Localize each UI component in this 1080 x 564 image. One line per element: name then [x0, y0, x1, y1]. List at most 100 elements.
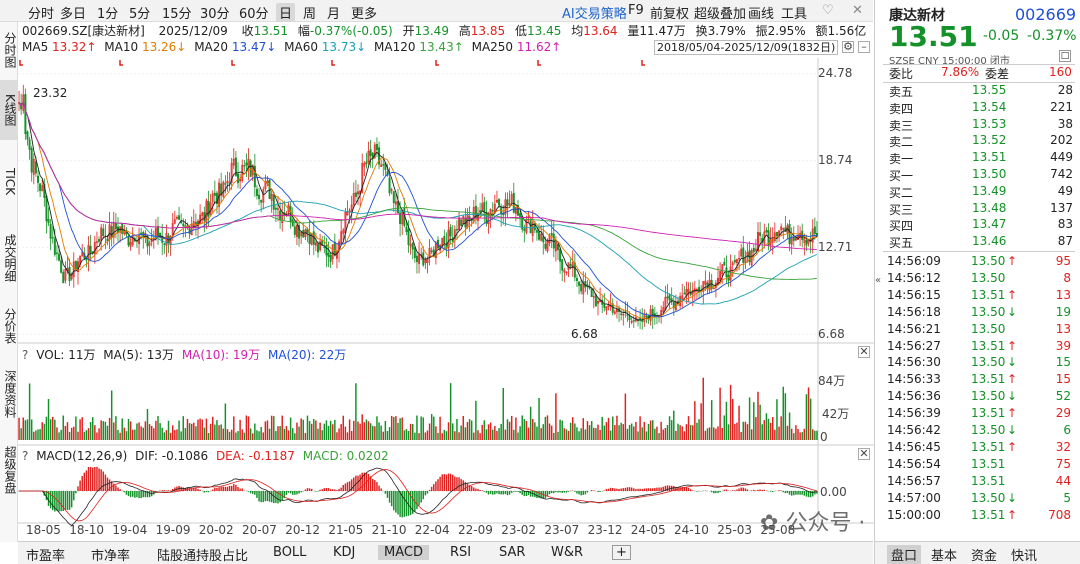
macd-bar: [763, 489, 766, 491]
period-30min[interactable]: 30分: [200, 7, 230, 22]
expand-icon[interactable]: □: [1059, 50, 1071, 62]
volume-bar: [397, 422, 399, 440]
tab-wr[interactable]: W&R: [551, 545, 584, 560]
macd-bar: [216, 487, 218, 491]
period-more[interactable]: 更多: [351, 7, 378, 22]
volume-bar: [294, 433, 296, 440]
tab-kdj[interactable]: KDJ: [333, 545, 356, 560]
bid-row[interactable]: 买四 13.47 83: [889, 217, 1075, 234]
help-icon[interactable]: ?: [22, 449, 29, 463]
vtab-detail[interactable]: 成交明细: [3, 234, 17, 282]
close-macd-icon[interactable]: ✕: [858, 447, 870, 460]
bid-row[interactable]: 买五 13.46 87: [889, 234, 1075, 251]
bid-row[interactable]: 买三 13.48 137: [889, 201, 1075, 218]
tab-pe[interactable]: 市盈率: [26, 549, 66, 564]
ask-row[interactable]: 卖二 13.52 202: [889, 133, 1075, 150]
macd-bar: [165, 490, 168, 491]
period-15min[interactable]: 15分: [162, 7, 192, 22]
period-duori[interactable]: 多日: [60, 7, 87, 22]
macd-bar: [62, 491, 64, 511]
close-vol-icon[interactable]: ✕: [858, 345, 870, 358]
ask-row[interactable]: 卖一 13.51 449: [889, 150, 1075, 167]
collapse-arrow-icon[interactable]: «: [875, 275, 882, 286]
help-icon[interactable]: ?: [22, 348, 29, 362]
kline-chart[interactable]: [18, 58, 874, 542]
volume-bar: [500, 423, 502, 440]
tab-funds[interactable]: 资金: [971, 549, 998, 564]
tab-hk-holding[interactable]: 陆股通持股占比: [157, 549, 249, 564]
bid-row[interactable]: 买一 13.50 742: [889, 167, 1075, 184]
settings-icon[interactable]: ⚙: [842, 40, 854, 53]
macd-bar: [679, 487, 681, 491]
period-month[interactable]: 月: [327, 7, 341, 22]
ask-row[interactable]: 卖五 13.55 28: [889, 83, 1075, 100]
macd-bar: [553, 491, 555, 494]
period-day[interactable]: 日: [276, 3, 296, 22]
close-icon[interactable]: ✕: [852, 3, 863, 18]
macd-bar: [717, 491, 719, 493]
x-axis-label: 23-07: [544, 523, 580, 537]
close-value: 13.51: [253, 24, 289, 38]
period-1min[interactable]: 1分: [97, 7, 119, 22]
tab-news[interactable]: 快讯: [1011, 549, 1038, 564]
candle-body: [30, 148, 33, 173]
volume-bar: [317, 428, 319, 440]
volume-bar: [212, 416, 214, 440]
drawline-button[interactable]: 画线: [748, 7, 775, 22]
vol-ma20: MA(20): 22万: [267, 348, 347, 362]
tab-boll[interactable]: BOLL: [273, 545, 307, 560]
macd-bar: [462, 480, 464, 491]
collapse-icon[interactable]: –: [858, 41, 870, 53]
candle-body: [752, 248, 755, 253]
ask-row[interactable]: 卖四 13.54 221: [889, 100, 1075, 117]
tab-pankou[interactable]: 盘口: [887, 545, 922, 564]
add-indicator-button[interactable]: +: [612, 545, 631, 560]
vtab-review[interactable]: 超级复盘: [3, 446, 17, 494]
f9-button[interactable]: F9: [628, 3, 644, 18]
candle-body: [386, 171, 389, 176]
tools-button[interactable]: 工具: [781, 7, 808, 22]
tab-sar[interactable]: SAR: [499, 545, 526, 560]
heart-icon[interactable]: ♡: [822, 3, 834, 18]
macd-bar: [605, 488, 608, 491]
vol-axis-label: 42万: [822, 407, 850, 421]
volume-bar: [310, 423, 313, 440]
volume-bar: [765, 413, 768, 440]
period-fenshi[interactable]: 分时: [28, 7, 55, 22]
volume-bar: [148, 424, 151, 440]
volume-bar: [228, 431, 231, 440]
vtab-tick[interactable]: TICK: [3, 168, 17, 196]
volume-bar: [782, 386, 784, 440]
vtab-depth[interactable]: 深度资料: [3, 370, 17, 418]
open-label: 开: [402, 24, 415, 38]
macd-bar: [584, 491, 587, 495]
period-60min[interactable]: 60分: [239, 7, 269, 22]
vtab-kline[interactable]: K线图: [0, 80, 18, 140]
tick-row: 14:56:42 13.50 ↓ 6: [887, 423, 1077, 440]
macd-bar: [439, 476, 441, 491]
period-week[interactable]: 周: [303, 7, 317, 22]
tab-pb[interactable]: 市净率: [91, 549, 131, 564]
ai-strategy-button[interactable]: AI交易策略: [562, 7, 627, 22]
overlay-button[interactable]: 超级叠加: [694, 7, 747, 22]
tab-macd[interactable]: MACD: [378, 545, 429, 560]
level-label: 买二: [889, 185, 914, 200]
bid-row[interactable]: 买二 13.49 49: [889, 184, 1075, 201]
vtab-price-table[interactable]: 分价表: [3, 308, 17, 344]
tick-volume: 13: [1055, 287, 1071, 302]
tab-rsi[interactable]: RSI: [450, 545, 472, 560]
volume-bar: [774, 429, 776, 440]
ask-row[interactable]: 卖三 13.53 38: [889, 117, 1075, 134]
volume-bar: [750, 429, 753, 440]
macd-bar: [136, 491, 138, 498]
tab-basic[interactable]: 基本: [931, 549, 958, 564]
period-5min[interactable]: 5分: [129, 7, 151, 22]
candle-body: [230, 163, 233, 183]
macd-bar: [224, 486, 227, 491]
x-axis-label: 25-03: [717, 523, 753, 537]
level-price: 13.55: [972, 83, 1007, 97]
fuquan-dropdown[interactable]: 前复权: [650, 7, 690, 22]
vtab-fenshi[interactable]: 分时图: [3, 32, 17, 68]
date-range-selector[interactable]: 2018/05/04-2025/12/09(1832日): [654, 40, 839, 55]
macd-bar: [241, 488, 243, 491]
